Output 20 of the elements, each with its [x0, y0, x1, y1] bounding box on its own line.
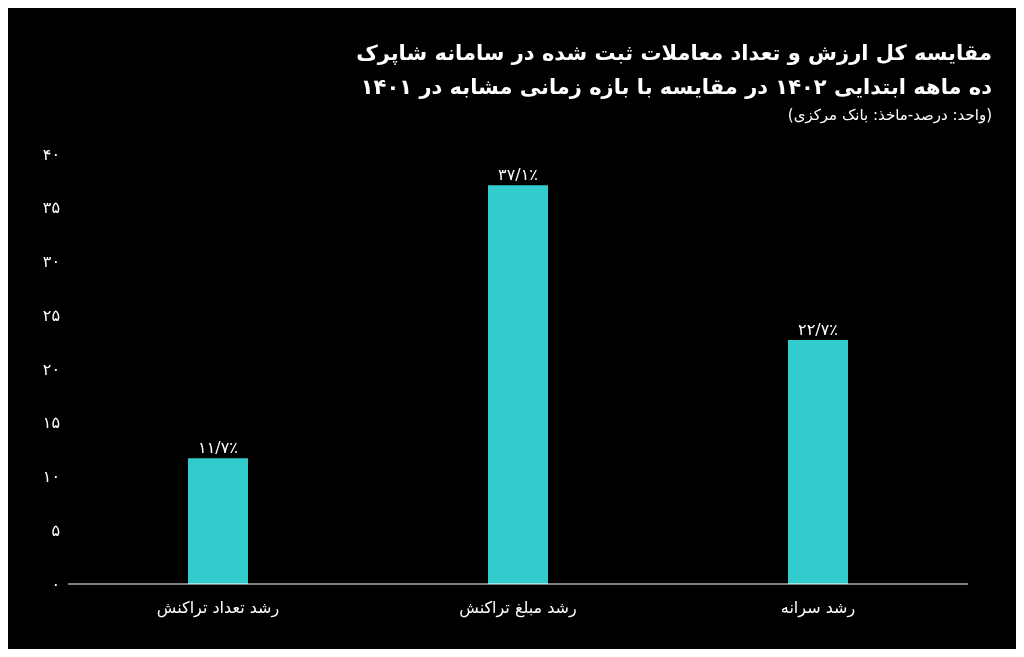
chart-subtitle: (واحد: درصد-ماخذ: بانک مرکزی): [786, 106, 992, 124]
y-tick-label: ۴۰: [42, 144, 60, 164]
y-tick-label: ۰: [51, 574, 60, 594]
chart-title: مقایسه کل ارزش و تعداد معاملات ثبت شده در سامانه شاپرک ده ماهه ابتدایی ۱۴۰۲ در مقایسه با بازه زمانی مشابه در ۱۴۰۱: [355, 40, 992, 101]
data-label: ۲۲/۷٪: [798, 319, 838, 339]
y-tick-label: ۳۵: [42, 198, 60, 218]
y-tick-label: ۱۵: [42, 413, 60, 433]
x-tick-label: رشد سرانه: [780, 598, 856, 619]
bar: [488, 185, 548, 584]
data-label: ۳۷/۱٪: [498, 165, 538, 185]
y-tick-label: ۲۵: [42, 305, 60, 325]
y-tick-label: ۳۰: [42, 252, 60, 272]
bar: [788, 339, 848, 584]
y-tick-label: ۵: [51, 520, 60, 540]
x-tick-label: رشد مبلغ تراکنش: [459, 598, 577, 619]
y-tick-label: ۲۰: [42, 359, 60, 379]
y-tick-label: ۱۰: [42, 467, 60, 487]
bar: [188, 458, 248, 584]
x-tick-label: رشد تعداد تراکنش: [156, 598, 280, 619]
data-label: ۱۱/۷٪: [198, 438, 238, 458]
